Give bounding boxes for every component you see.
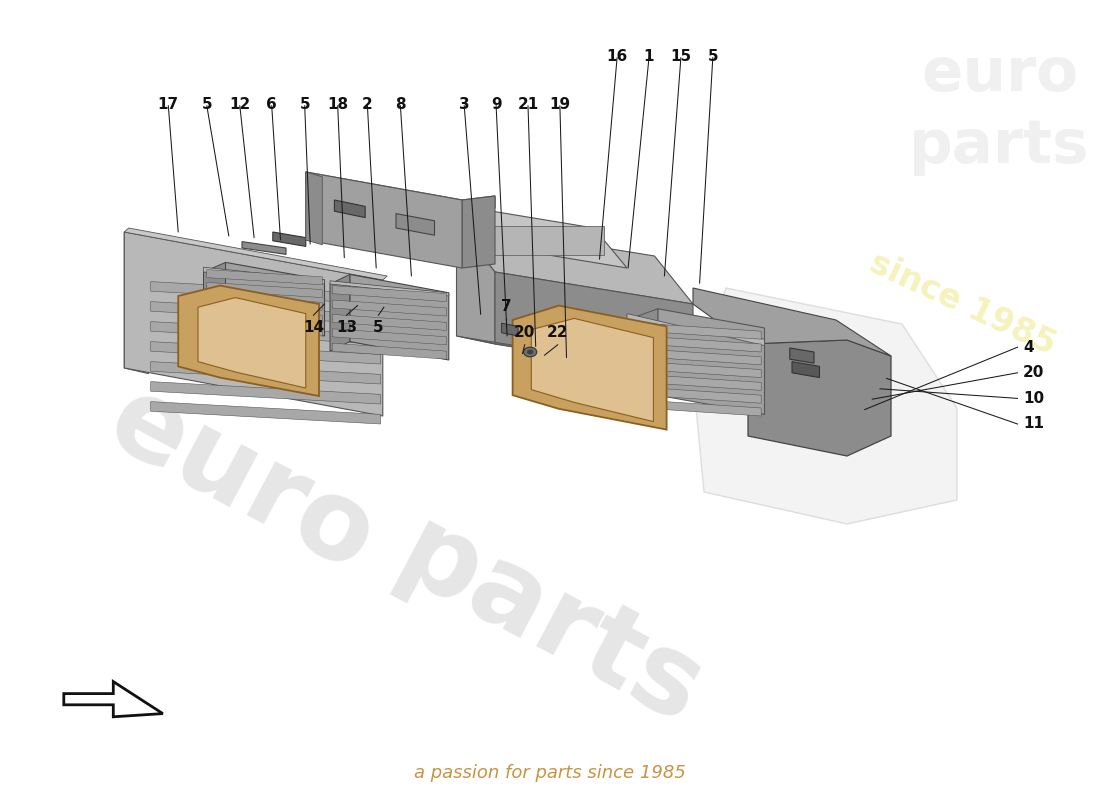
Text: 5: 5 bbox=[707, 49, 718, 64]
Polygon shape bbox=[151, 382, 381, 404]
Polygon shape bbox=[462, 196, 495, 268]
Text: 15: 15 bbox=[670, 49, 692, 64]
Circle shape bbox=[527, 350, 534, 354]
Polygon shape bbox=[456, 224, 495, 344]
Text: 22: 22 bbox=[547, 325, 569, 340]
Polygon shape bbox=[178, 286, 319, 396]
Text: 20: 20 bbox=[514, 325, 536, 340]
Polygon shape bbox=[332, 343, 447, 359]
Polygon shape bbox=[151, 402, 381, 424]
Polygon shape bbox=[306, 172, 462, 268]
Polygon shape bbox=[124, 232, 148, 374]
Text: 11: 11 bbox=[1023, 417, 1044, 431]
Text: 14: 14 bbox=[302, 320, 324, 335]
Text: parts: parts bbox=[379, 499, 720, 749]
Text: parts: parts bbox=[909, 117, 1089, 176]
Polygon shape bbox=[124, 232, 383, 416]
Polygon shape bbox=[456, 336, 693, 376]
Text: 20: 20 bbox=[1023, 366, 1044, 380]
Text: 5: 5 bbox=[299, 97, 310, 112]
Polygon shape bbox=[207, 321, 322, 336]
Text: since 1985: since 1985 bbox=[864, 246, 1062, 362]
Polygon shape bbox=[242, 242, 286, 254]
Polygon shape bbox=[306, 172, 495, 212]
Polygon shape bbox=[790, 348, 814, 363]
Text: 9: 9 bbox=[491, 97, 502, 112]
Polygon shape bbox=[332, 314, 447, 330]
Polygon shape bbox=[151, 322, 381, 344]
Polygon shape bbox=[332, 286, 447, 302]
Text: 5: 5 bbox=[373, 320, 384, 335]
Text: 1: 1 bbox=[644, 49, 654, 64]
Polygon shape bbox=[473, 208, 627, 268]
Polygon shape bbox=[273, 232, 306, 246]
Text: 3: 3 bbox=[459, 97, 470, 112]
Polygon shape bbox=[204, 262, 226, 328]
FancyBboxPatch shape bbox=[478, 226, 604, 255]
Polygon shape bbox=[629, 374, 761, 390]
Polygon shape bbox=[124, 228, 387, 280]
Polygon shape bbox=[207, 295, 322, 310]
Polygon shape bbox=[456, 224, 693, 304]
Polygon shape bbox=[151, 282, 381, 304]
Text: 17: 17 bbox=[157, 97, 179, 112]
Text: 10: 10 bbox=[1023, 391, 1044, 406]
Text: 8: 8 bbox=[395, 97, 406, 112]
Polygon shape bbox=[396, 214, 435, 235]
Text: 4: 4 bbox=[1023, 340, 1034, 354]
Polygon shape bbox=[629, 386, 761, 403]
Polygon shape bbox=[748, 340, 891, 456]
Polygon shape bbox=[531, 318, 653, 422]
Polygon shape bbox=[330, 281, 449, 296]
Text: euro: euro bbox=[921, 45, 1078, 104]
Text: 13: 13 bbox=[336, 320, 358, 335]
Polygon shape bbox=[207, 282, 322, 298]
Polygon shape bbox=[151, 342, 381, 364]
Polygon shape bbox=[204, 267, 324, 284]
Polygon shape bbox=[513, 306, 667, 430]
Polygon shape bbox=[350, 274, 449, 360]
Polygon shape bbox=[332, 300, 447, 316]
Polygon shape bbox=[198, 298, 306, 388]
Text: 5: 5 bbox=[201, 97, 212, 112]
Text: 21: 21 bbox=[517, 97, 539, 112]
Polygon shape bbox=[332, 329, 447, 345]
Text: euro: euro bbox=[91, 366, 393, 594]
Polygon shape bbox=[629, 348, 761, 365]
Polygon shape bbox=[502, 323, 518, 336]
Polygon shape bbox=[627, 309, 658, 406]
Text: 2: 2 bbox=[362, 97, 373, 112]
Polygon shape bbox=[658, 309, 764, 414]
Polygon shape bbox=[334, 200, 365, 218]
Polygon shape bbox=[792, 362, 820, 378]
Polygon shape bbox=[693, 288, 891, 356]
Polygon shape bbox=[306, 172, 322, 245]
Text: 6: 6 bbox=[266, 97, 277, 112]
Polygon shape bbox=[495, 272, 693, 376]
Polygon shape bbox=[627, 314, 764, 346]
Text: 18: 18 bbox=[327, 97, 349, 112]
Polygon shape bbox=[693, 288, 957, 524]
Polygon shape bbox=[693, 340, 748, 392]
Polygon shape bbox=[629, 361, 761, 378]
Polygon shape bbox=[151, 302, 381, 324]
Polygon shape bbox=[330, 274, 350, 351]
Text: 12: 12 bbox=[229, 97, 251, 112]
Polygon shape bbox=[207, 270, 322, 285]
Text: 16: 16 bbox=[606, 49, 628, 64]
Polygon shape bbox=[207, 308, 322, 323]
Text: 7: 7 bbox=[500, 298, 512, 314]
Polygon shape bbox=[226, 262, 324, 336]
Polygon shape bbox=[629, 399, 761, 416]
Circle shape bbox=[524, 347, 537, 357]
Polygon shape bbox=[629, 335, 761, 352]
Polygon shape bbox=[629, 322, 761, 339]
Text: a passion for parts since 1985: a passion for parts since 1985 bbox=[414, 765, 686, 782]
Text: 19: 19 bbox=[549, 97, 571, 112]
Polygon shape bbox=[151, 362, 381, 384]
Polygon shape bbox=[64, 682, 163, 717]
